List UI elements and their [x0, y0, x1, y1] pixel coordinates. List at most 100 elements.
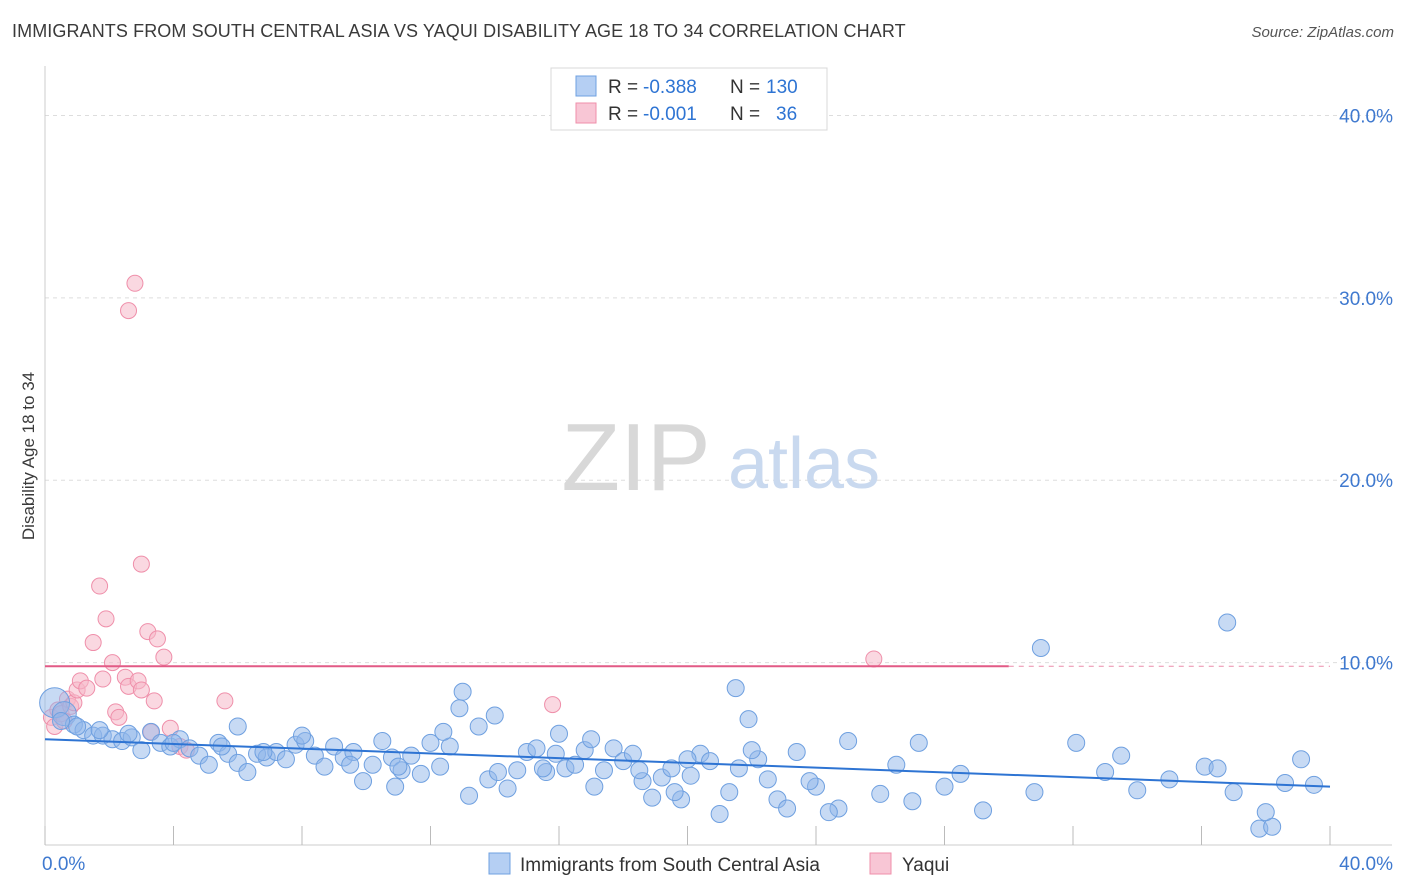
point-immigrants-39 [421, 733, 440, 752]
point-yaqui-26 [155, 648, 173, 666]
trend-line-immigrants [44, 738, 1331, 788]
point-yaqui-34 [544, 696, 562, 714]
point-immigrants-64 [662, 759, 681, 778]
y-tick-label-3: 40.0% [1339, 106, 1393, 127]
watermark-atlas: atlas [728, 424, 880, 504]
point-immigrants-109 [630, 761, 649, 780]
point-immigrants-123 [742, 741, 761, 760]
point-immigrants-62 [643, 788, 662, 807]
stats-r-label-2: R = [608, 104, 638, 125]
point-immigrants-86 [1067, 733, 1086, 752]
point-immigrants-81 [887, 755, 906, 774]
point-immigrants-43 [460, 786, 479, 805]
legend-label-yaqui: Yaqui [902, 855, 949, 876]
point-immigrants-60 [623, 744, 642, 763]
point-immigrants-108 [582, 730, 601, 749]
point-yaqui-32 [145, 692, 163, 710]
point-immigrants-77 [787, 742, 806, 761]
point-immigrants-34 [373, 732, 392, 751]
stats-legend-swatch-blue [575, 75, 597, 97]
point-immigrants-102 [254, 742, 273, 761]
point-immigrants-42 [450, 699, 469, 718]
point-yaqui-30 [120, 302, 138, 320]
series-immigrants [39, 613, 1323, 838]
point-immigrants-28 [315, 757, 334, 776]
point-immigrants-71 [729, 759, 748, 778]
stats-legend-swatch-pink [575, 102, 597, 124]
point-yaqui-17 [110, 708, 128, 726]
gridlines [45, 114, 1392, 664]
point-immigrants-46 [488, 763, 507, 782]
point-immigrants-120 [228, 717, 247, 736]
stats-n-label-2: N = [730, 104, 760, 125]
point-yaqui-12 [91, 577, 109, 595]
point-immigrants-20 [238, 763, 257, 782]
point-immigrants-128 [665, 783, 684, 802]
stats-n-value-1: 130 [766, 77, 798, 98]
stats-r-value-2: -0.001 [643, 104, 697, 125]
point-immigrants-127 [485, 706, 504, 725]
point-immigrants-121 [434, 722, 453, 741]
point-yaqui-22 [132, 681, 150, 699]
legend-label-immigrants: Immigrants from South Central Asia [520, 855, 820, 876]
y-axis-label: Disability Age 18 to 34 [19, 372, 38, 540]
point-immigrants-33 [363, 755, 382, 774]
point-yaqui-20 [126, 274, 144, 292]
point-immigrants-85 [1025, 783, 1044, 802]
y-tick-label-0: 10.0% [1339, 654, 1393, 675]
axes [44, 66, 1392, 846]
point-immigrants-69 [710, 804, 729, 823]
point-immigrants-106 [453, 682, 472, 701]
point-immigrants-50 [527, 739, 546, 758]
point-immigrants-126 [386, 777, 405, 796]
stats-n-value-2: 36 [776, 104, 797, 125]
point-immigrants-110 [678, 750, 697, 769]
point-yaqui-25 [148, 630, 166, 648]
point-immigrants-70 [720, 783, 739, 802]
point-immigrants-52 [546, 744, 565, 763]
point-immigrants-47 [498, 779, 517, 798]
point-immigrants-87 [1112, 746, 1131, 765]
point-yaqui-13 [94, 670, 112, 688]
stats-r-label-1: R = [608, 77, 638, 98]
stats-legend: R = -0.388 N = 130 R = -0.001 N = 36 [550, 67, 828, 131]
x-tick-label-0: 0.0% [42, 854, 85, 875]
point-immigrants-58 [604, 739, 623, 758]
point-immigrants-44 [469, 717, 488, 736]
stats-legend-box [550, 67, 828, 131]
point-immigrants-57 [594, 761, 613, 780]
y-tick-label-1: 20.0% [1339, 471, 1393, 492]
watermark-zip: ZIP [561, 404, 710, 511]
point-immigrants-115 [1031, 639, 1050, 658]
point-immigrants-16 [199, 755, 218, 774]
point-immigrants-107 [533, 759, 552, 778]
point-immigrants-84 [974, 801, 993, 820]
point-immigrants-88 [1160, 770, 1179, 789]
point-immigrants-48 [508, 761, 527, 780]
stats-n-label-1: N = [730, 77, 760, 98]
point-yaqui-14 [97, 610, 115, 628]
point-immigrants-95 [1292, 750, 1311, 769]
point-immigrants-112 [800, 772, 819, 791]
point-immigrants-38 [411, 764, 430, 783]
point-immigrants-98 [90, 721, 109, 740]
point-immigrants-72 [739, 710, 758, 729]
point-yaqui-11 [84, 634, 102, 652]
point-immigrants-54 [566, 755, 585, 774]
point-immigrants-32 [354, 772, 373, 791]
series-legend: Immigrants from South Central Asia Yaqui [488, 852, 949, 876]
point-immigrants-129 [903, 792, 922, 811]
point-immigrants-90 [1208, 759, 1227, 778]
point-immigrants-125 [1096, 763, 1115, 782]
point-immigrants-74 [758, 770, 777, 789]
legend-swatch-yaqui [869, 852, 892, 875]
point-immigrants-122 [550, 724, 568, 743]
point-immigrants-66 [681, 766, 700, 785]
point-yaqui-10 [78, 679, 96, 697]
legend-swatch-immigrants [488, 852, 511, 875]
point-yaqui-31 [132, 555, 150, 573]
point-immigrants-117 [1218, 613, 1237, 632]
point-immigrants-91 [1224, 783, 1243, 802]
